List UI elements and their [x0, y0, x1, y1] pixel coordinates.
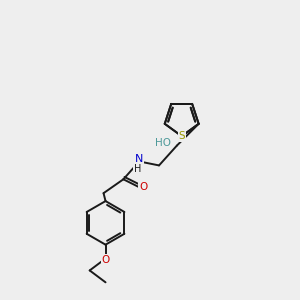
- Text: N: N: [135, 154, 143, 164]
- Text: O: O: [139, 182, 147, 192]
- Text: HO: HO: [155, 138, 171, 148]
- Text: H: H: [134, 164, 141, 174]
- Text: S: S: [178, 131, 185, 141]
- Text: O: O: [101, 254, 110, 265]
- Text: S: S: [178, 131, 185, 141]
